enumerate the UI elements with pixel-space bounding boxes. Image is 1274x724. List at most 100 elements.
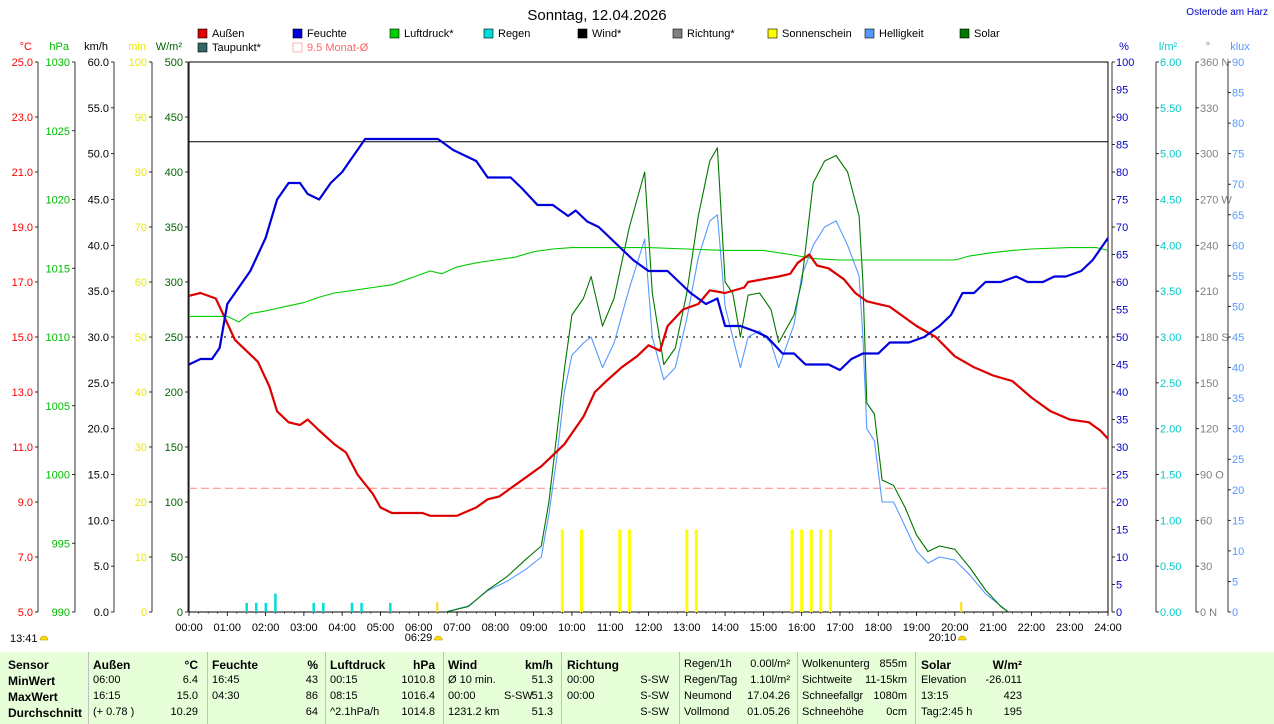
tick-humidity-20: 0 (1116, 607, 1122, 619)
rain-bar-8 (389, 602, 392, 612)
stats-cell-1-d: 16:45 (212, 674, 240, 686)
tick-solar-10: 0 (177, 607, 183, 619)
stats-cell-2-a: MaxWert (8, 690, 58, 704)
stats-cell-1-n: Sichtweite (802, 674, 853, 686)
stats-cell-0-n: Wolkenunterg (802, 658, 870, 670)
legend-label-3: Regen (498, 28, 530, 40)
stats-cell-0-o: 855m (879, 658, 907, 670)
tick-lux-14: 20 (1232, 485, 1244, 497)
stats-cell-3-l: Vollmond (684, 706, 730, 718)
tick-lux-3: 75 (1232, 149, 1244, 161)
tick-sun-0: 100 (129, 57, 147, 69)
tick-temp-6: 13.0 (12, 387, 33, 399)
rain-bar-2 (264, 602, 268, 612)
tick-temp-1: 23.0 (12, 112, 33, 124)
tick-wind-0: 60.0 (88, 57, 109, 69)
sunshine-bar-10 (828, 529, 832, 612)
tick-sun-8: 20 (135, 497, 147, 509)
tick-solar-7: 150 (165, 442, 183, 454)
tick-solar-8: 100 (165, 497, 183, 509)
stats-cell-2-k: S-SW (640, 690, 669, 702)
tick-direction-4: 240 (1200, 240, 1218, 252)
tick-x-14: 14:00 (711, 622, 739, 634)
stats-cell-2-g: 1016.4 (401, 690, 435, 702)
legend-label-7: Helligkeit (879, 28, 924, 40)
stats-cell-1-f: 00:15 (330, 674, 358, 686)
stats-cell-2-o: 1080m (873, 690, 907, 702)
tick-lux-1: 85 (1232, 88, 1244, 100)
stats-cell-3-f: ^2.1hPa/h (330, 706, 380, 718)
tick-pressure-8: 990 (52, 607, 70, 619)
series-luftdruck (189, 247, 1109, 323)
sunshine-bar-1 (579, 529, 583, 612)
stats-separator-3 (443, 652, 444, 724)
tick-direction-11: 30 (1200, 561, 1212, 573)
tick-rain-8: 2.00 (1160, 424, 1181, 436)
tick-x-5: 05:00 (367, 622, 395, 634)
axis-unit-direction: ° (1206, 41, 1210, 53)
tick-solar-0: 500 (165, 57, 183, 69)
sun-icon-1 (434, 635, 443, 641)
stats-cell-1-b: 06:00 (93, 674, 121, 686)
axis-unit-humidity: % (1119, 41, 1129, 53)
tick-humidity-7: 65 (1116, 250, 1128, 262)
stats-cell-1-h: Ø 10 min. (448, 674, 496, 686)
tick-x-21: 21:00 (979, 622, 1007, 634)
tick-direction-1: 330 (1200, 103, 1218, 115)
tick-x-15: 15:00 (750, 622, 778, 634)
stats-cell-2-n: Schneefallgr (802, 690, 864, 702)
stats-separator-2 (325, 652, 326, 724)
stats-panel: Sensor Außen °C Feuchte% Luftdruck hPa Wind km/… (0, 652, 1274, 724)
tick-lux-17: 5 (1232, 576, 1238, 588)
tick-lux-11: 35 (1232, 393, 1244, 405)
stats-cell-3-e: 64 (305, 706, 318, 718)
sunshine-bar-0 (560, 529, 564, 612)
tick-sun-7: 30 (135, 442, 147, 454)
tick-x-8: 08:00 (482, 622, 510, 634)
tick-x-10: 10:00 (558, 622, 586, 634)
series-solar (445, 147, 1009, 613)
tick-x-20: 20:00 (941, 622, 969, 634)
tick-x-23: 23:00 (1056, 622, 1084, 634)
tick-lux-6: 60 (1232, 240, 1244, 252)
tick-direction-7: 150 (1200, 378, 1218, 390)
tick-wind-11: 5.0 (94, 561, 109, 573)
tick-wind-2: 50.0 (88, 149, 109, 161)
stats-separator-7 (915, 652, 916, 724)
tick-rain-12: 0.00 (1160, 607, 1181, 619)
tick-wind-7: 25.0 (88, 378, 109, 390)
legend-label-5: Richtung* (687, 28, 735, 40)
stats-cell-2-d: 04:30 (212, 690, 240, 702)
stats-cell-0-h: Wind (448, 658, 478, 672)
legend-swatch-3 (483, 28, 494, 39)
tick-temp-2: 21.0 (12, 167, 33, 179)
stats-cell-2-l: Neumond (684, 690, 732, 702)
sun-icon-2 (957, 635, 967, 641)
axis-unit-rain: l/m² (1159, 41, 1178, 53)
tick-x-2: 02:00 (252, 622, 280, 634)
tick-humidity-12: 40 (1116, 387, 1128, 399)
tick-solar-2: 400 (165, 167, 183, 179)
stats-cell-0-p: Solar (921, 658, 952, 672)
tick-lux-15: 15 (1232, 515, 1244, 527)
stats-cell-3-h: 1231.2 km (448, 706, 500, 718)
axis-unit-solar: W/m² (156, 41, 183, 53)
tick-lux-9: 45 (1232, 332, 1244, 344)
tick-pressure-2: 1020 (46, 195, 70, 207)
tick-sun-2: 80 (135, 167, 147, 179)
stats-cell-0-j: Richtung (567, 658, 619, 672)
tick-wind-10: 10.0 (88, 515, 109, 527)
tick-sun-1: 90 (135, 112, 147, 124)
legend-swatch-10 (292, 42, 303, 53)
tick-solar-9: 50 (171, 552, 183, 564)
plot-area (188, 137, 1109, 613)
stats-cell-0-m: 0.00l/m² (750, 658, 790, 670)
tick-sun-3: 70 (135, 222, 147, 234)
stats-cell-0-l: Regen/1h (684, 658, 732, 670)
legend-swatch-1 (292, 28, 303, 39)
tick-sun-6: 40 (135, 387, 147, 399)
tick-pressure-1: 1025 (46, 126, 70, 138)
axis-unit-wind: km/h (84, 41, 108, 53)
tick-sun-9: 10 (135, 552, 147, 564)
tick-x-0: 00:00 (175, 622, 203, 634)
